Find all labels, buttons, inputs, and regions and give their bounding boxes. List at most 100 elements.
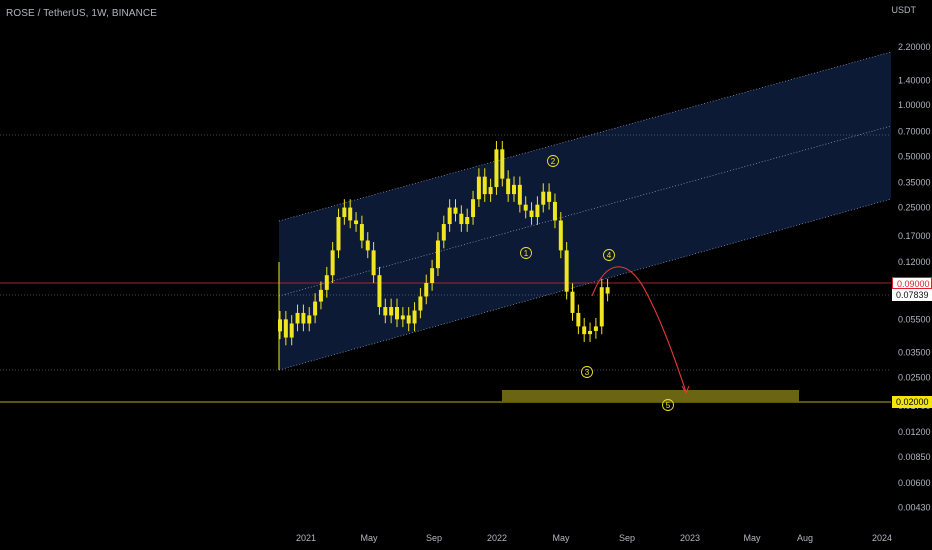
candle xyxy=(471,190,476,225)
x-tick-label: 2021 xyxy=(296,533,316,543)
candle xyxy=(307,307,312,332)
candle xyxy=(476,168,481,207)
candle xyxy=(506,170,511,202)
candle xyxy=(512,176,516,202)
candle xyxy=(570,283,575,321)
candle xyxy=(547,183,552,210)
candle xyxy=(295,304,300,332)
candle xyxy=(441,215,446,249)
channel-upper-line xyxy=(278,51,892,222)
channel-lower-line xyxy=(278,198,892,371)
candle xyxy=(605,278,610,302)
price-tag-current: 0.07839 xyxy=(892,289,932,301)
y-tick-label: 0.25000 xyxy=(898,203,931,213)
candle xyxy=(418,288,423,319)
x-tick-label: May xyxy=(552,533,570,543)
candle xyxy=(430,259,435,291)
candle xyxy=(289,315,294,346)
candle xyxy=(412,302,417,332)
candle xyxy=(342,199,347,225)
candle xyxy=(301,304,306,332)
candle xyxy=(494,140,499,195)
y-axis: 2.20000 1.40000 1.00000 0.70000 0.50000 0.350… xyxy=(898,42,931,513)
candle xyxy=(365,232,370,259)
candle xyxy=(435,232,440,276)
candle xyxy=(424,274,429,305)
x-tick-label: May xyxy=(360,533,378,543)
candle xyxy=(336,208,341,259)
axis-unit: USDT xyxy=(891,5,917,15)
candle xyxy=(383,298,388,324)
price-tag-target: 0.02000 xyxy=(892,396,932,408)
wave-labels-group: 1 2 3 4 5 xyxy=(520,155,674,411)
projection-path xyxy=(591,266,687,393)
x-tick-label: May xyxy=(743,533,761,543)
candle xyxy=(318,281,323,310)
candle xyxy=(529,202,534,225)
y-tick-label: 1.40000 xyxy=(898,75,931,85)
y-tick-label: 0.03500 xyxy=(898,348,931,358)
candle xyxy=(593,318,598,339)
x-tick-label: 2024 xyxy=(872,533,892,543)
y-tick-label: 0.05500 xyxy=(898,314,931,324)
wave-label-5: 5 xyxy=(662,399,674,411)
candle xyxy=(406,307,411,332)
candle xyxy=(541,183,546,213)
svg-text:2: 2 xyxy=(551,157,556,166)
y-tick-label: 0.02500 xyxy=(898,373,931,383)
candle xyxy=(564,242,569,300)
candle xyxy=(523,196,528,219)
y-tick-label: 2.20000 xyxy=(898,42,931,52)
candle xyxy=(283,310,288,346)
candle xyxy=(517,176,522,213)
svg-text:1: 1 xyxy=(524,249,529,258)
y-tick-label: 0.50000 xyxy=(898,151,931,161)
x-tick-label: Sep xyxy=(426,533,442,543)
candle xyxy=(453,199,458,222)
y-tick-label: 0.00600 xyxy=(898,478,931,488)
candle xyxy=(488,178,493,202)
wave-label-3: 3 xyxy=(581,366,593,378)
x-axis: 2021 May Sep 2022 May Sep 2023 May Aug 2024 xyxy=(296,533,892,543)
chart-title: ROSE / TetherUS, 1W, BINANCE xyxy=(6,8,157,19)
candle xyxy=(558,212,563,259)
y-tick-label: 0.35000 xyxy=(898,178,931,188)
candle xyxy=(482,168,487,202)
candle xyxy=(500,140,505,187)
svg-text:4: 4 xyxy=(607,251,612,260)
projection-arrowhead xyxy=(681,385,690,395)
candle xyxy=(348,199,353,229)
svg-text:5: 5 xyxy=(666,401,671,410)
candle xyxy=(354,212,359,232)
y-tick-label: 1.00000 xyxy=(898,100,931,110)
candle xyxy=(395,298,399,328)
candle xyxy=(535,196,540,225)
x-tick-label: Aug xyxy=(797,533,813,543)
x-tick-label: 2022 xyxy=(487,533,507,543)
candle xyxy=(359,215,364,249)
candle xyxy=(400,307,405,328)
candle xyxy=(313,293,318,324)
candle xyxy=(377,266,382,315)
candle xyxy=(552,193,557,229)
wave-label-4: 4 xyxy=(603,249,615,261)
candle xyxy=(599,278,604,335)
candle xyxy=(447,199,452,232)
target-zone xyxy=(502,390,799,402)
svg-text:3: 3 xyxy=(585,368,590,377)
candle xyxy=(371,242,376,283)
candle xyxy=(576,304,581,335)
y-tick-label: 0.17000 xyxy=(898,231,931,241)
y-tick-label: 0.00430 xyxy=(898,503,931,513)
y-tick-label: 0.00850 xyxy=(898,452,931,462)
y-tick-label: 0.12000 xyxy=(898,257,931,267)
x-tick-label: 2023 xyxy=(680,533,700,543)
y-tick-label: 0.01200 xyxy=(898,427,931,437)
candle xyxy=(324,266,329,298)
candle xyxy=(389,298,394,324)
x-tick-label: Sep xyxy=(619,533,635,543)
candle xyxy=(278,310,282,340)
candle xyxy=(330,242,335,283)
wave-label-2: 2 xyxy=(547,155,559,167)
